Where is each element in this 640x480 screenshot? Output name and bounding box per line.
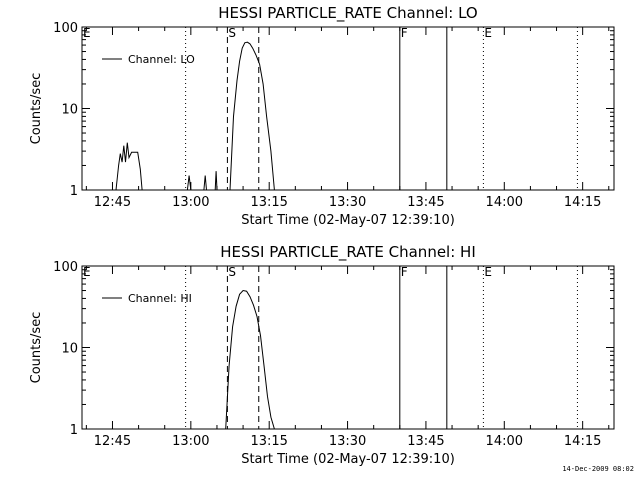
plot-frame [81, 26, 615, 191]
event-marker-label: S [228, 265, 236, 279]
y-tick-label: 1 [70, 184, 78, 199]
x-tick-label: 14:00 [486, 195, 523, 210]
y-tick-label: 10 [61, 103, 78, 118]
timestamp-label: 14-Dec-2009 08:02 [562, 465, 634, 473]
x-tick-label: 14:15 [564, 195, 601, 210]
chart-panel-lo: HESSI PARTICLE_RATE Channel: LO 1 10 100 Cou… [29, 4, 615, 228]
chart-title: HESSI PARTICLE_RATE Channel: HI [220, 243, 476, 262]
x-tick-label: 13:30 [329, 195, 366, 210]
y-tick-label: 100 [53, 21, 78, 36]
x-tick-label: 13:45 [407, 195, 444, 210]
x-tick-label: 12:45 [94, 195, 131, 210]
y-tick-label: 100 [53, 260, 78, 275]
event-marker-label: E [83, 26, 91, 40]
x-tick-label: 13:15 [250, 195, 287, 210]
series-line [115, 142, 143, 191]
legend-label: Channel: LO [128, 53, 195, 66]
x-tick-label: 13:00 [172, 434, 209, 449]
event-marker-label: E [83, 265, 91, 279]
x-tick-label: 13:00 [172, 195, 209, 210]
series-line [229, 41, 275, 191]
x-tick-label: 13:45 [407, 434, 444, 449]
event-marker-label: F [401, 265, 408, 279]
x-tick-label: 14:15 [564, 434, 601, 449]
event-marker-label: E [484, 26, 492, 40]
series-line [186, 175, 192, 191]
x-tick-label: 12:45 [94, 434, 131, 449]
x-axis-label: Start Time (02-May-07 12:39:10) [241, 213, 455, 228]
series-line [214, 171, 218, 191]
x-tick-label: 13:30 [329, 434, 366, 449]
x-axis-label: Start Time (02-May-07 12:39:10) [241, 452, 455, 467]
y-axis-label: Counts/sec [29, 312, 44, 384]
series-line [203, 175, 207, 191]
event-marker-label: F [401, 26, 408, 40]
series-line [225, 289, 275, 430]
chart-panel-hi: HESSI PARTICLE_RATE Channel: HI 1 10 100 Cou… [29, 243, 615, 467]
y-axis-label: Counts/sec [29, 73, 44, 145]
y-tick-label: 1 [70, 423, 78, 438]
chart-title: HESSI PARTICLE_RATE Channel: LO [218, 4, 477, 23]
x-tick-label: 14:00 [486, 434, 523, 449]
legend-label: Channel: HI [128, 292, 192, 305]
x-tick-label: 13:15 [250, 434, 287, 449]
y-tick-label: 10 [61, 342, 78, 357]
event-marker-label: S [228, 26, 236, 40]
plot-frame [81, 265, 615, 430]
event-marker-label: E [484, 265, 492, 279]
